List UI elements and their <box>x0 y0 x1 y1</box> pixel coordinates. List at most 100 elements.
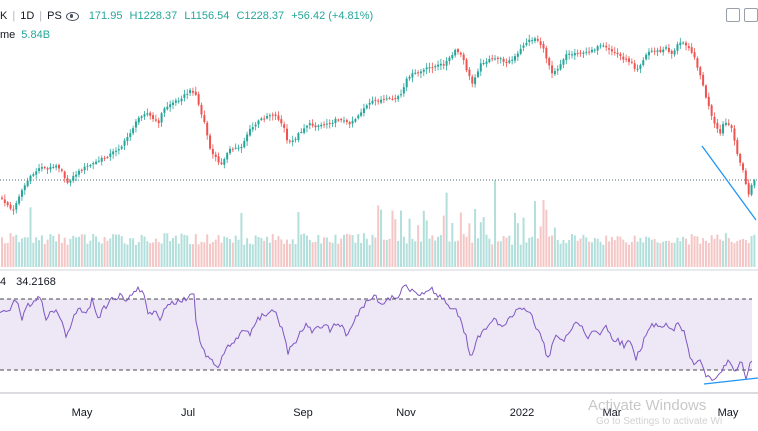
volume-bar <box>736 241 739 267</box>
candle <box>542 43 545 49</box>
volume-bar <box>593 238 596 267</box>
volume-bar <box>659 243 662 267</box>
candle <box>323 124 326 126</box>
candle <box>590 49 593 53</box>
volume-bar <box>431 235 434 267</box>
candle <box>702 74 705 86</box>
pane-minimize-button[interactable] <box>726 8 740 22</box>
volume-bar <box>571 234 573 267</box>
volume-bar <box>448 241 451 267</box>
volume-bar <box>283 243 286 267</box>
candle <box>699 67 702 76</box>
volume-bar <box>12 236 15 267</box>
candle <box>303 128 306 133</box>
volume-bar <box>38 240 41 267</box>
volume-bar <box>100 243 103 267</box>
candle <box>360 112 363 116</box>
candle <box>35 171 38 175</box>
volume-bar <box>209 243 212 267</box>
candle <box>317 125 320 127</box>
volume-bar <box>132 238 135 267</box>
rsi-legend: 4 34.2168 <box>0 276 56 288</box>
candle <box>223 159 226 165</box>
volume-bar <box>459 212 462 267</box>
volume-bar <box>616 236 619 267</box>
volume-bar <box>223 236 226 267</box>
volume-bar <box>152 242 155 267</box>
candle <box>659 49 662 53</box>
volume-bar <box>687 244 690 267</box>
candle <box>645 54 648 60</box>
pane-maximize-button[interactable] <box>744 8 758 22</box>
volume-bar <box>573 235 576 267</box>
volume-bar <box>40 235 43 267</box>
candle <box>622 56 625 60</box>
rsi-trendline[interactable] <box>703 377 758 385</box>
volume-bar <box>457 240 459 267</box>
volume-bar <box>753 234 756 267</box>
candle <box>445 60 448 66</box>
candle <box>220 162 223 165</box>
candle <box>374 99 377 101</box>
volume-bar <box>525 242 528 267</box>
activation-watermark: Activate Windows <box>588 397 707 414</box>
volume-bar <box>400 210 402 267</box>
volume-bar <box>434 240 437 267</box>
volume-bar <box>23 237 26 267</box>
volume-bar <box>331 242 334 267</box>
candle <box>437 64 440 67</box>
candle <box>229 148 231 154</box>
candle <box>354 119 357 122</box>
volume-bar <box>590 242 593 267</box>
candle <box>357 115 360 119</box>
volume-bar <box>565 243 568 267</box>
candle <box>49 167 52 170</box>
candle <box>29 175 32 182</box>
volume-bar <box>716 234 719 267</box>
eye-icon[interactable] <box>65 11 79 21</box>
candle <box>154 119 157 121</box>
volume-bar <box>231 242 234 267</box>
candle <box>385 98 388 100</box>
volume-bar <box>656 242 659 267</box>
candle <box>676 44 679 51</box>
candle <box>696 58 699 68</box>
candle <box>40 167 43 169</box>
volume-bar <box>106 240 109 267</box>
volume-bar <box>628 244 630 267</box>
candle <box>143 114 146 117</box>
volume-bar <box>197 244 200 267</box>
volume-bar <box>260 237 263 267</box>
volume-bar <box>673 242 676 267</box>
exchange-label[interactable]: PS <box>47 10 62 22</box>
candle <box>650 50 653 52</box>
volume-bar <box>548 236 551 267</box>
interval-label[interactable]: 1D <box>20 10 35 22</box>
volume-bar <box>411 238 414 267</box>
candle <box>707 96 710 106</box>
candle <box>271 114 274 116</box>
candle <box>579 52 582 54</box>
price-trendline[interactable] <box>701 145 757 221</box>
candle <box>331 122 334 124</box>
volume-bar <box>605 235 608 267</box>
volume-bar <box>203 242 206 267</box>
candle <box>747 183 750 195</box>
volume-bar <box>380 209 383 267</box>
candle <box>619 54 622 57</box>
candle <box>12 209 15 211</box>
volume-bar <box>160 243 163 267</box>
symbol-label[interactable]: K <box>0 10 8 22</box>
volume-bar <box>479 222 482 267</box>
candle <box>92 163 95 165</box>
rsi-label[interactable]: 4 <box>0 276 7 288</box>
candle <box>568 53 571 55</box>
volume-bar <box>351 235 354 267</box>
candle <box>496 57 499 59</box>
volume-bar <box>243 244 246 267</box>
volume-bar <box>670 242 673 267</box>
volume-bar <box>75 237 78 267</box>
volume-label[interactable]: me <box>0 29 16 41</box>
